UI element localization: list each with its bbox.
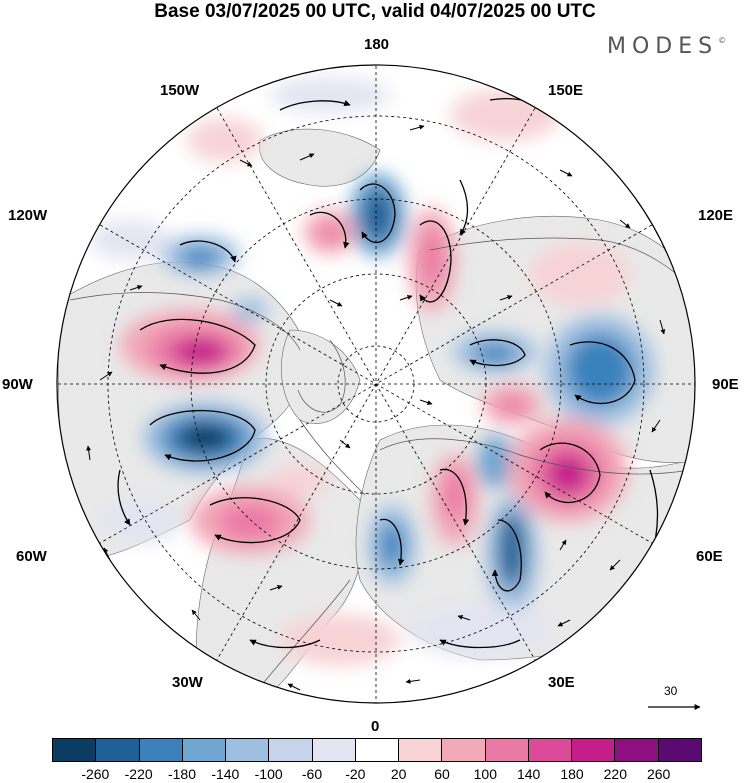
colorbar-swatch [658, 739, 701, 761]
colorbar-tick-label: -100 [254, 766, 283, 782]
colorbar-swatch [528, 739, 573, 761]
modes-logo: MODES© [607, 34, 727, 59]
lon-label-120e: 120E [698, 207, 734, 224]
lon-label-150e: 150E [548, 82, 584, 99]
colorbar-swatch [226, 739, 270, 761]
lon-label-60w: 60W [16, 548, 47, 565]
colorbar-tick-label: 20 [390, 766, 407, 782]
colorbar-tick-label: 60 [434, 766, 450, 782]
colorbar-swatch [96, 739, 140, 761]
lon-label-60e: 60E [696, 548, 723, 565]
colorbar-swatch [615, 739, 659, 761]
colorbar-tick-label: -220 [124, 766, 153, 782]
lon-label-30e: 30E [548, 674, 575, 691]
wind-vectors [86, 124, 666, 691]
colorbar-tick-label: 260 [646, 766, 671, 782]
map-border [56, 64, 696, 704]
lon-label-120w: 120W [8, 207, 48, 224]
reference-vector-label: 30 [664, 684, 678, 698]
lon-label-150w: 150W [160, 82, 200, 99]
colorbar-swatch [572, 739, 616, 761]
colorbar-tick-label: 140 [516, 766, 541, 782]
colorbar-swatch [139, 739, 183, 761]
colorbar-tick-label: 100 [473, 766, 497, 782]
colorbar [52, 738, 702, 762]
colorbar-tick-label: -140 [211, 766, 240, 782]
lon-label-0: 0 [371, 718, 380, 735]
map-title: Base 03/07/2025 00 UTC, valid 04/07/2025… [154, 1, 596, 22]
colorbar-swatch [399, 739, 443, 761]
colorbar-tick-label: 220 [603, 766, 627, 782]
colorbar-swatch [182, 739, 227, 761]
colorbar-tick-label: -260 [81, 766, 110, 782]
colorbar-swatch [485, 739, 529, 761]
colorbar-tick-label: -180 [167, 766, 197, 782]
graticule [57, 65, 695, 703]
lon-label-180: 180 [364, 36, 390, 53]
colorbar-swatch [312, 739, 356, 761]
colorbar-swatch [442, 739, 486, 761]
colorbar-swatch [53, 739, 97, 761]
colorbar-swatch [355, 739, 400, 761]
lon-label-30w: 30W [172, 674, 203, 691]
lon-label-90w: 90W [2, 376, 33, 393]
colorbar-swatch [269, 739, 313, 761]
colorbar-tick-label: -20 [345, 766, 366, 782]
colorbar-tick-label: 180 [560, 766, 584, 782]
colorbar-tick-label: -60 [301, 766, 323, 782]
lon-label-90e: 90E [712, 376, 739, 393]
